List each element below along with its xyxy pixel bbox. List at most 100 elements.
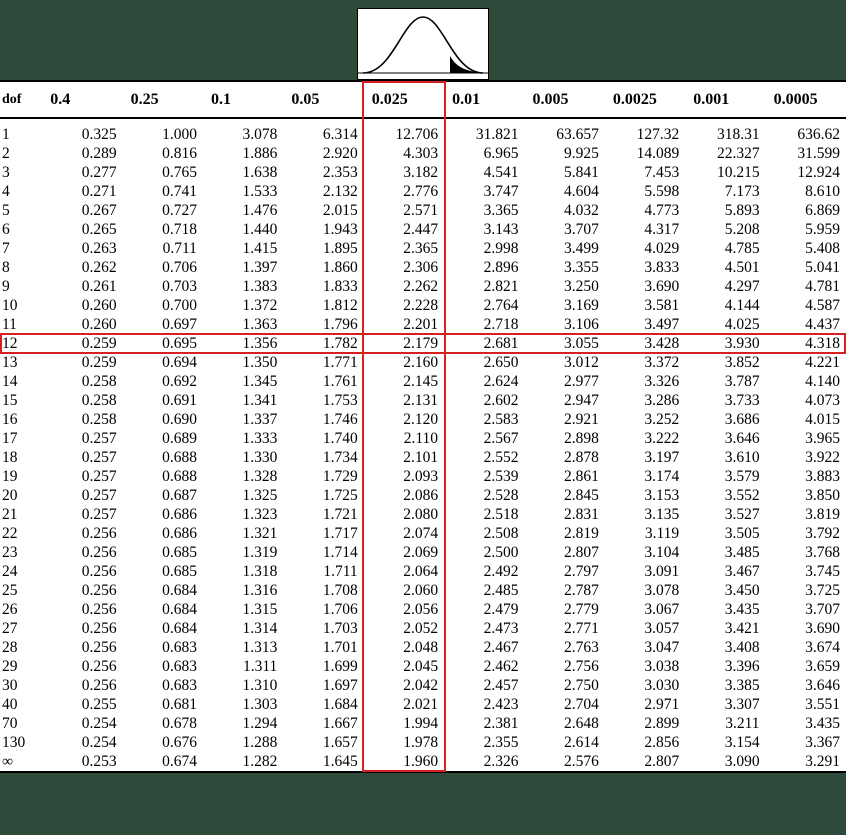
value-cell: 2.920 — [283, 144, 363, 163]
value-cell: 3.833 — [605, 258, 685, 277]
value-cell: 1.638 — [203, 163, 283, 182]
value-cell: 1.333 — [203, 429, 283, 448]
dof-header: dof — [0, 81, 42, 118]
value-cell: 1.711 — [283, 562, 363, 581]
value-cell: 2.602 — [444, 391, 524, 410]
value-cell: 1.860 — [283, 258, 363, 277]
value-cell: 636.62 — [766, 118, 846, 144]
value-cell: 0.257 — [42, 486, 122, 505]
t-table-container: dof 0.4 0.25 0.1 0.05 0.025 0.01 0.005 0… — [0, 80, 846, 773]
dof-cell: 27 — [0, 619, 42, 638]
value-cell: 0.256 — [42, 638, 122, 657]
value-cell: 2.771 — [524, 619, 604, 638]
value-cell: 3.922 — [766, 448, 846, 467]
value-cell: 0.683 — [123, 638, 203, 657]
value-cell: 3.428 — [605, 334, 685, 353]
value-cell: 0.256 — [42, 524, 122, 543]
value-cell: 2.355 — [444, 733, 524, 752]
value-cell: 3.725 — [766, 581, 846, 600]
value-cell: 2.201 — [364, 315, 444, 334]
value-cell: 2.571 — [364, 201, 444, 220]
value-cell: 7.173 — [685, 182, 765, 201]
value-cell: 0.674 — [123, 752, 203, 772]
value-cell: 1.729 — [283, 467, 363, 486]
value-cell: 3.057 — [605, 619, 685, 638]
value-cell: 0.271 — [42, 182, 122, 201]
value-cell: 1.706 — [283, 600, 363, 619]
value-cell: 4.303 — [364, 144, 444, 163]
value-cell: 5.208 — [685, 220, 765, 239]
alpha-header: 0.001 — [685, 81, 765, 118]
value-cell: 0.263 — [42, 239, 122, 258]
table-row: 260.2560.6841.3151.7062.0562.4792.7793.0… — [0, 600, 846, 619]
value-cell: 0.256 — [42, 543, 122, 562]
dof-cell: 40 — [0, 695, 42, 714]
value-cell: 2.015 — [283, 201, 363, 220]
value-cell: 0.685 — [123, 562, 203, 581]
value-cell: 2.787 — [524, 581, 604, 600]
value-cell: 2.353 — [283, 163, 363, 182]
value-cell: 3.012 — [524, 353, 604, 372]
table-row: 230.2560.6851.3191.7142.0692.5002.8073.1… — [0, 543, 846, 562]
value-cell: 0.695 — [123, 334, 203, 353]
value-cell: 2.998 — [444, 239, 524, 258]
value-cell: 1.476 — [203, 201, 283, 220]
dof-cell: 17 — [0, 429, 42, 448]
value-cell: 2.381 — [444, 714, 524, 733]
value-cell: 3.527 — [685, 505, 765, 524]
table-row: ∞0.2530.6741.2821.6451.9602.3262.5762.80… — [0, 752, 846, 772]
value-cell: 0.257 — [42, 429, 122, 448]
value-cell: 1.345 — [203, 372, 283, 391]
value-cell: 0.688 — [123, 448, 203, 467]
value-cell: 2.492 — [444, 562, 524, 581]
dof-cell: 3 — [0, 163, 42, 182]
value-cell: 3.610 — [685, 448, 765, 467]
value-cell: 3.367 — [766, 733, 846, 752]
value-cell: 2.131 — [364, 391, 444, 410]
table-row: 70.2630.7111.4151.8952.3652.9983.4994.02… — [0, 239, 846, 258]
value-cell: 4.029 — [605, 239, 685, 258]
value-cell: 1.337 — [203, 410, 283, 429]
value-cell: 1.994 — [364, 714, 444, 733]
value-cell: 4.032 — [524, 201, 604, 220]
value-cell: 3.408 — [685, 638, 765, 657]
value-cell: 4.587 — [766, 296, 846, 315]
value-cell: 0.256 — [42, 562, 122, 581]
value-cell: 0.257 — [42, 505, 122, 524]
value-cell: 0.260 — [42, 315, 122, 334]
value-cell: 4.785 — [685, 239, 765, 258]
value-cell: 2.179 — [364, 334, 444, 353]
value-cell: 1.714 — [283, 543, 363, 562]
value-cell: 1.721 — [283, 505, 363, 524]
dof-cell: 29 — [0, 657, 42, 676]
table-row: 110.2600.6971.3631.7962.2012.7183.1063.4… — [0, 315, 846, 334]
table-row: 210.2570.6861.3231.7212.0802.5182.8313.1… — [0, 505, 846, 524]
value-cell: 3.250 — [524, 277, 604, 296]
value-cell: 3.485 — [685, 543, 765, 562]
value-cell: 2.021 — [364, 695, 444, 714]
value-cell: 1.397 — [203, 258, 283, 277]
value-cell: 2.500 — [444, 543, 524, 562]
value-cell: 3.435 — [685, 600, 765, 619]
value-cell: 4.144 — [685, 296, 765, 315]
value-cell: 3.674 — [766, 638, 846, 657]
table-row: 180.2570.6881.3301.7342.1012.5522.8783.1… — [0, 448, 846, 467]
value-cell: 3.733 — [685, 391, 765, 410]
value-cell: 0.765 — [123, 163, 203, 182]
dof-cell: ∞ — [0, 752, 42, 772]
value-cell: 1.356 — [203, 334, 283, 353]
value-cell: 2.861 — [524, 467, 604, 486]
value-cell: 3.326 — [605, 372, 685, 391]
value-cell: 1.657 — [283, 733, 363, 752]
alpha-header: 0.0005 — [766, 81, 846, 118]
table-row: 140.2580.6921.3451.7612.1452.6242.9773.3… — [0, 372, 846, 391]
value-cell: 0.255 — [42, 695, 122, 714]
value-cell: 3.355 — [524, 258, 604, 277]
value-cell: 3.119 — [605, 524, 685, 543]
value-cell: 3.552 — [685, 486, 765, 505]
distribution-curve-panel — [0, 0, 846, 80]
value-cell: 0.277 — [42, 163, 122, 182]
value-cell: 0.289 — [42, 144, 122, 163]
dof-cell: 5 — [0, 201, 42, 220]
value-cell: 2.807 — [524, 543, 604, 562]
